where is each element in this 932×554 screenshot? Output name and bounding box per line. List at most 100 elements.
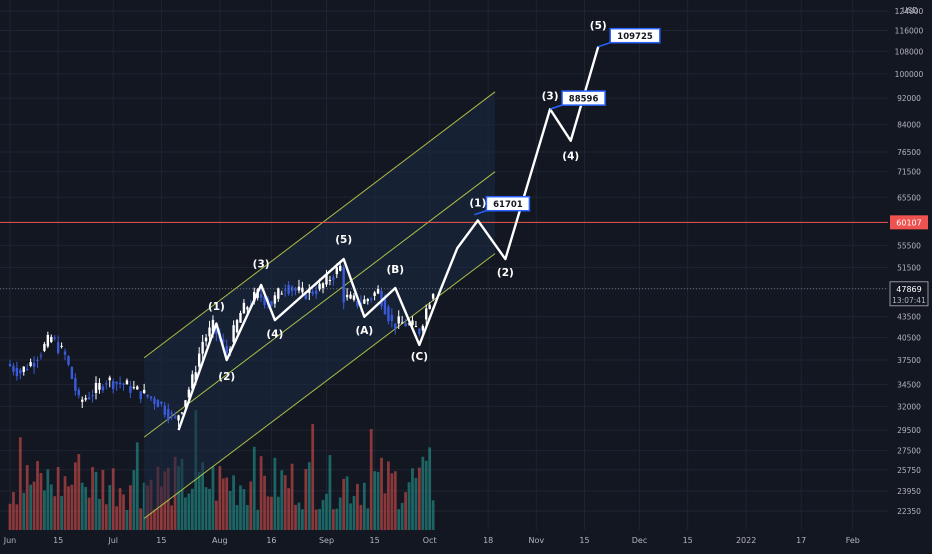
volume-bar	[263, 475, 266, 530]
current-price-label: 47869	[896, 285, 921, 294]
wave-label: (5)	[335, 234, 352, 246]
grid	[0, 0, 888, 530]
volume-bar	[184, 497, 187, 530]
candle-body	[311, 291, 314, 294]
volume-bar	[170, 505, 174, 530]
volume-bar	[273, 457, 277, 530]
volume-bar	[139, 508, 143, 530]
candle-body	[366, 299, 369, 302]
candle-body	[253, 292, 256, 302]
candle-body	[239, 312, 242, 323]
volume-bar	[208, 488, 211, 530]
volume-bar	[294, 504, 297, 530]
candle-body	[170, 412, 173, 414]
candle-body	[373, 292, 376, 297]
volume-bar	[280, 470, 284, 530]
candle-body	[153, 398, 156, 405]
volume-bar	[331, 509, 335, 530]
x-tick-label: 15	[579, 536, 589, 545]
channel-middle-line	[143, 171, 496, 438]
volume-bar	[335, 508, 339, 530]
candle-body	[60, 345, 63, 347]
candle-body	[197, 353, 201, 367]
volume-bar	[111, 468, 115, 530]
candle-body	[259, 294, 263, 298]
wave-label: (C)	[411, 351, 428, 363]
volume-bar	[104, 504, 108, 530]
volume-bar	[60, 495, 63, 530]
candle-body	[270, 301, 273, 307]
wave-path	[177, 46, 600, 431]
volume-bar	[63, 476, 67, 530]
candle-body	[356, 301, 359, 307]
candle-body	[328, 279, 332, 281]
y-axis[interactable]: USD 124000 116000 108000 100000 92000 84000 76…	[888, 0, 932, 530]
candle-body	[390, 315, 394, 322]
volume-bar	[417, 467, 421, 530]
candle-body	[242, 302, 246, 314]
volume-bar	[15, 504, 19, 530]
volume-bar	[252, 446, 256, 530]
y-tick-label: 37500	[897, 356, 921, 365]
volume-bar	[287, 488, 291, 530]
volume-bar	[431, 500, 435, 530]
volume-bar	[314, 509, 318, 530]
callout-box	[609, 27, 661, 44]
wave-labels: (1) (2) (3) (4) (5) (A) (B) (C) (1) (2) (3) (4) (5)	[208, 20, 607, 383]
price-levels	[0, 221, 888, 290]
volume-bar	[311, 424, 315, 530]
volume-bar	[159, 486, 163, 530]
volume-bar	[290, 463, 294, 530]
volume-bar	[101, 469, 105, 530]
candle-body	[180, 412, 184, 414]
wave-label: (1)	[469, 197, 486, 209]
volume-bar	[325, 493, 328, 530]
volume-bar	[345, 476, 349, 530]
candle-body	[301, 287, 304, 293]
volume-bar	[421, 456, 425, 530]
candle-body	[19, 369, 22, 374]
volume-bar	[232, 475, 235, 530]
volume-bar	[36, 461, 39, 530]
candle-body	[204, 337, 208, 342]
candle-body	[163, 405, 167, 415]
candle-body	[222, 339, 225, 343]
callout-leader	[549, 104, 563, 110]
volume-bar	[132, 470, 136, 530]
volume-bar	[84, 486, 88, 530]
candle-body	[132, 387, 136, 389]
volume-bar	[387, 461, 390, 530]
volume-bar	[177, 466, 180, 530]
y-tick-label: 100000	[895, 70, 924, 79]
channel-upper-line	[143, 91, 496, 359]
volume-bar	[283, 475, 287, 530]
volume-bar	[373, 471, 377, 530]
x-tick-label: Jun	[3, 536, 17, 545]
candle-body	[173, 416, 177, 418]
callout-text: 61701	[493, 200, 523, 210]
y-tick-label: 108000	[895, 47, 924, 56]
x-tick-label: Feb	[846, 536, 860, 545]
candle-body	[167, 409, 170, 421]
candle-body	[91, 395, 94, 397]
volume-bar	[301, 509, 304, 530]
candle-body	[146, 394, 149, 397]
x-tick-label: Oct	[423, 536, 437, 545]
x-axis[interactable]: Jun 15 Jul 15 Aug 16 Sep 15 Oct 18 Nov 15 Dec 15 2022 1…	[0, 530, 932, 550]
candle-body	[208, 327, 211, 337]
candle-body	[156, 400, 160, 408]
candle-body	[8, 363, 12, 367]
y-tick-label: 25750	[897, 466, 921, 475]
candle-body	[81, 399, 84, 402]
candle-body	[387, 306, 390, 322]
candle-body	[29, 362, 32, 366]
candle-body	[67, 356, 70, 365]
candle-body	[246, 307, 249, 310]
volume-bar	[204, 487, 208, 530]
candle-body	[201, 341, 204, 354]
candle-body	[297, 286, 301, 291]
y-tick-label: 124000	[895, 7, 924, 16]
candle-body	[22, 366, 25, 372]
volume-bar	[342, 478, 346, 530]
volume-bar	[369, 428, 373, 530]
